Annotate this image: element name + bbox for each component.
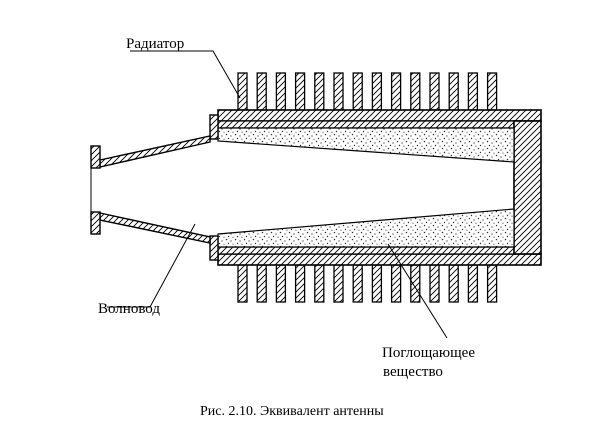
cylinder-wall-top — [217, 120, 515, 129]
radiator-leader — [130, 50, 241, 99]
radiator-fin — [352, 72, 363, 111]
radiator-fin — [429, 72, 440, 111]
mount-flange-top — [209, 114, 219, 140]
figure-caption: Рис. 2.10. Эквивалент антенны — [200, 404, 384, 419]
radiator-fin — [448, 264, 459, 303]
absorber-top — [217, 127, 515, 163]
radiator-fins-top — [237, 72, 498, 111]
radiator-base-bottom — [217, 253, 542, 266]
radiator-fin — [467, 264, 479, 303]
radiator-fin — [237, 72, 248, 111]
radiator-fin — [256, 264, 267, 303]
label-waveguide: Волновод — [98, 301, 160, 317]
radiator-fin — [294, 264, 306, 303]
waveguide-wall-top — [99, 135, 211, 168]
radiator-fin — [352, 264, 363, 303]
radiator-fin — [410, 264, 421, 303]
radiator-base-top — [217, 109, 542, 122]
radiator-fin — [294, 72, 306, 111]
radiator-fin — [371, 264, 383, 303]
radiator-fin — [275, 264, 287, 303]
radiator-fin — [371, 72, 383, 111]
label-absorber-line2: вещество — [383, 364, 443, 380]
radiator-fin — [448, 72, 459, 111]
end-cap — [513, 120, 542, 255]
absorber-bottom — [217, 208, 515, 248]
radiator-fin — [256, 72, 267, 111]
radiator-fin — [486, 72, 498, 111]
radiator-fin — [314, 264, 325, 303]
radiator-fin — [314, 72, 325, 111]
radiator-fin — [333, 72, 344, 111]
waveguide-wall-bottom — [99, 212, 211, 244]
radiator-fin — [467, 72, 479, 111]
radiator-fin — [390, 72, 402, 111]
radiator-fin — [390, 264, 402, 303]
waveguide-leader — [107, 223, 196, 308]
waveguide-flange-top — [90, 145, 101, 169]
radiator-fin — [410, 72, 421, 111]
radiator-fin — [429, 264, 440, 303]
radiator-fin — [237, 264, 248, 303]
mount-flange-bottom — [209, 235, 219, 261]
radiator-fin — [486, 264, 498, 303]
absorber-leader — [387, 243, 448, 339]
label-radiator: Радиатор — [126, 36, 184, 52]
cylinder-wall-bottom — [217, 246, 515, 255]
radiator-fin — [275, 72, 287, 111]
radiator-fins-bottom — [237, 264, 498, 303]
label-absorber-line1: Поглощающее — [382, 345, 475, 361]
waveguide-flange-bottom — [90, 211, 101, 235]
radiator-fin — [333, 264, 344, 303]
